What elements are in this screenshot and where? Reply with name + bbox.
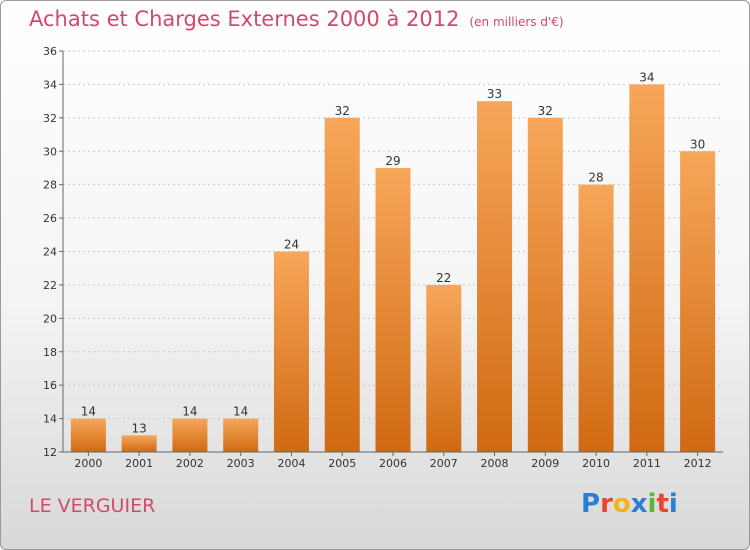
logo-letter: o bbox=[612, 489, 631, 519]
bar bbox=[680, 151, 716, 452]
bar bbox=[273, 251, 309, 452]
x-tick-label: 2010 bbox=[582, 457, 610, 470]
data-label: 30 bbox=[690, 137, 705, 151]
data-label: 22 bbox=[436, 271, 451, 285]
data-label: 32 bbox=[335, 104, 350, 118]
x-tick-label: 2000 bbox=[74, 457, 102, 470]
data-label: 14 bbox=[233, 405, 248, 419]
y-tick-label: 32 bbox=[43, 112, 57, 125]
logo-letter: P bbox=[581, 489, 601, 519]
data-label: 14 bbox=[81, 405, 96, 419]
bars: 14 13 14 14 24 32 29 22 33 32 28 34 30 bbox=[70, 70, 716, 453]
axes: 12 14 16 18 20 22 24 26 28 30 32 34 36 2000 2001 2002 20… bbox=[43, 45, 723, 470]
data-label: 29 bbox=[385, 154, 400, 168]
x-tick-label: 2004 bbox=[277, 457, 305, 470]
x-tick-label: 2002 bbox=[176, 457, 204, 470]
x-tick-label: 2009 bbox=[531, 457, 559, 470]
title-text: Achats et Charges Externes 2000 à 2012 bbox=[29, 7, 460, 31]
y-tick-label: 18 bbox=[43, 346, 57, 359]
bar bbox=[477, 101, 513, 452]
y-tick-label: 30 bbox=[43, 145, 57, 158]
bar bbox=[578, 184, 614, 452]
y-tick-label: 12 bbox=[43, 446, 57, 459]
y-tick-label: 22 bbox=[43, 279, 57, 292]
bar bbox=[121, 435, 157, 452]
y-tick-label: 28 bbox=[43, 179, 57, 192]
data-label: 24 bbox=[284, 238, 299, 252]
x-tick-label: 2012 bbox=[684, 457, 712, 470]
y-tick-label: 14 bbox=[43, 413, 57, 426]
y-tick-label: 16 bbox=[43, 379, 57, 392]
bar bbox=[70, 418, 106, 452]
bar bbox=[324, 117, 360, 452]
bar bbox=[426, 284, 462, 452]
y-tick-label: 26 bbox=[43, 212, 57, 225]
logo-letter: t bbox=[656, 489, 669, 519]
data-label: 32 bbox=[538, 104, 553, 118]
proxiti-logo[interactable]: Proxiti bbox=[581, 489, 678, 519]
y-tick-label: 20 bbox=[43, 312, 57, 325]
logo-letter: i bbox=[668, 489, 678, 519]
y-tick-label: 34 bbox=[43, 78, 57, 91]
data-label: 33 bbox=[487, 87, 502, 101]
x-tick-label: 2005 bbox=[328, 457, 356, 470]
chart-title: Achats et Charges Externes 2000 à 2012 (e… bbox=[29, 7, 564, 31]
x-tick-label: 2008 bbox=[481, 457, 509, 470]
data-label: 14 bbox=[182, 405, 197, 419]
x-tick-label: 2011 bbox=[633, 457, 661, 470]
logo-letter: x bbox=[630, 489, 648, 519]
y-tick-label: 24 bbox=[43, 246, 57, 259]
x-tick-label: 2001 bbox=[125, 457, 153, 470]
logo-letter: r bbox=[600, 489, 613, 519]
bar bbox=[375, 167, 411, 453]
logo-letter: i bbox=[647, 489, 657, 519]
x-tick-label: 2003 bbox=[227, 457, 255, 470]
bar bbox=[527, 117, 563, 452]
x-tick-label: 2006 bbox=[379, 457, 407, 470]
bar bbox=[172, 418, 208, 452]
unit-label: (en milliers d'€) bbox=[469, 15, 564, 29]
data-label: 28 bbox=[588, 171, 603, 185]
x-tick-label: 2007 bbox=[430, 457, 458, 470]
bar bbox=[223, 418, 259, 452]
bar bbox=[629, 84, 665, 453]
data-label: 34 bbox=[639, 70, 654, 84]
commune-name: LE VERGUIER bbox=[29, 495, 156, 517]
data-label: 13 bbox=[132, 421, 147, 435]
y-tick-label: 36 bbox=[43, 45, 57, 58]
